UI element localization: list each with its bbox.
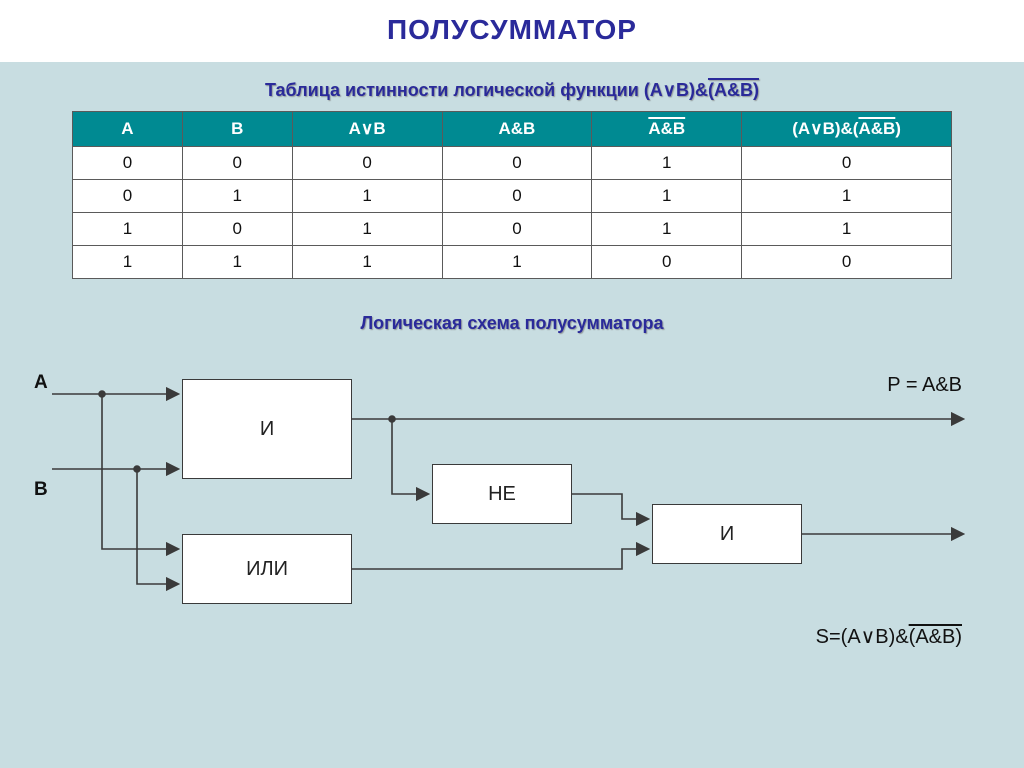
table-row: 000010: [73, 147, 952, 180]
truth-table: A B A∨B A&B A&B (A∨B)&(A&B) 000010 01101…: [72, 111, 952, 279]
input-label-A: A: [34, 372, 48, 394]
gate-and-2-label: И: [720, 523, 734, 546]
page-title: ПОЛУСУММАТОР: [0, 14, 1024, 46]
table-row: 011011: [73, 180, 952, 213]
output-label-P: P = A&B: [887, 374, 962, 397]
title-bar: ПОЛУСУММАТОР: [0, 0, 1024, 62]
gate-or: ИЛИ: [182, 534, 352, 604]
table-row: 111100: [73, 246, 952, 279]
col-result: (A∨B)&(A&B): [742, 112, 952, 147]
table-heading-expr-over: (A&B): [708, 80, 759, 100]
col-AorB: A∨B: [292, 112, 442, 147]
gate-or-label: ИЛИ: [246, 558, 288, 581]
gate-not-label: НЕ: [488, 483, 516, 506]
table-heading-expr: (A∨B)&: [644, 80, 708, 100]
table-body: 000010 011011 101011 111100: [73, 147, 952, 279]
col-notAandB: A&B: [592, 112, 742, 147]
input-label-B: B: [34, 479, 48, 501]
output-label-S: S=(A∨B)&(A&B): [816, 624, 962, 649]
gate-and-1: И: [182, 379, 352, 479]
table-header-row: A B A∨B A&B A&B (A∨B)&(A&B): [73, 112, 952, 147]
col-B: B: [182, 112, 292, 147]
gate-and-2: И: [652, 504, 802, 564]
table-row: 101011: [73, 213, 952, 246]
col-A: A: [73, 112, 183, 147]
table-heading-prefix: Таблица истинности логической функции: [265, 80, 644, 100]
table-heading: Таблица истинности логической функции (A…: [0, 80, 1024, 101]
logic-diagram: A B И ИЛИ НЕ И P = A&B S=(A∨B)&(A&B): [32, 344, 992, 684]
diagram-heading: Логическая схема полусумматора: [0, 313, 1024, 334]
gate-not: НЕ: [432, 464, 572, 524]
col-AandB: A&B: [442, 112, 592, 147]
gate-and-1-label: И: [260, 418, 274, 441]
